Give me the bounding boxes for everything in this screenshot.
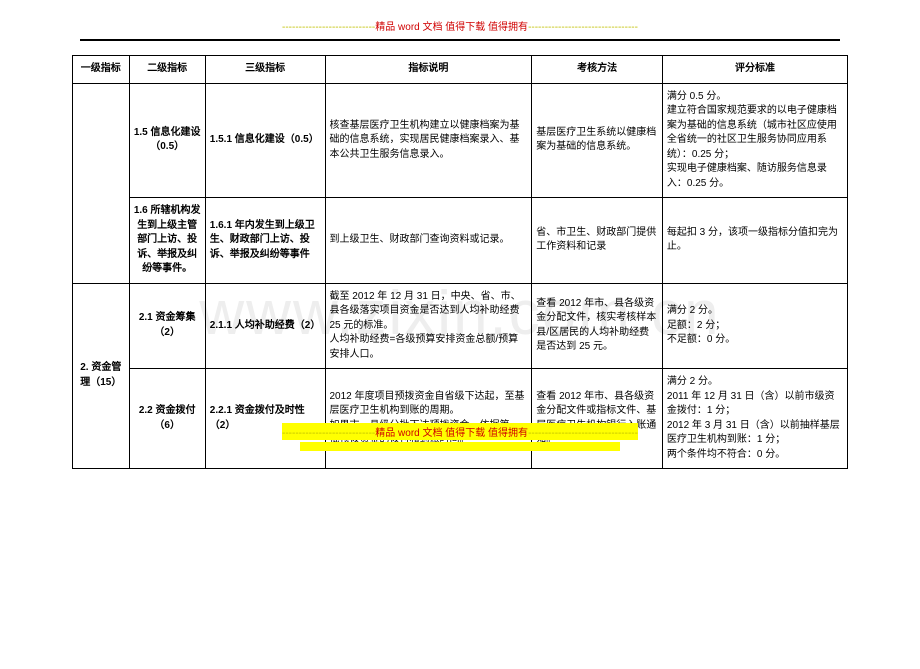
table-row: 1.5 信息化建设（0.5） 1.5.1 信息化建设（0.5） 核查基层医疗卫生… bbox=[73, 83, 848, 198]
col-header-2: 二级指标 bbox=[129, 56, 205, 84]
cell-method: 查看 2012 年市、县各级资金分配文件或指标文件、基层医疗卫生机构银行入账通知… bbox=[532, 369, 663, 469]
table-row: 1.6 所辖机构发生到上级主管部门上访、投诉、举报及纠纷等事件。 1.6.1 年… bbox=[73, 198, 848, 284]
cell-desc: 截至 2012 年 12 月 31 日，中央、省、市、县各级落实项目资金是否达到… bbox=[325, 283, 532, 369]
col-header-3: 三级指标 bbox=[205, 56, 325, 84]
table-header-row: 一级指标 二级指标 三级指标 指标说明 考核方法 评分标准 bbox=[73, 56, 848, 84]
col-header-6: 评分标准 bbox=[662, 56, 847, 84]
table-row: 2.2 资金拨付（6） 2.2.1 资金拨付及时性（2） 2012 年度项目预拨… bbox=[73, 369, 848, 469]
cell-lvl2: 2.1 资金筹集（2） bbox=[129, 283, 205, 369]
footer-text: 精品 word 文档 值得下载 值得拥有 bbox=[375, 428, 528, 439]
cell-lvl2: 1.5 信息化建设（0.5） bbox=[129, 83, 205, 198]
cell-lvl1-blank bbox=[73, 83, 130, 283]
cell-lvl2: 1.6 所辖机构发生到上级主管部门上访、投诉、举报及纠纷等事件。 bbox=[129, 198, 205, 284]
cell-score: 满分 2 分。2011 年 12 月 31 日（含）以前市级资金拨付：1 分；2… bbox=[662, 369, 847, 469]
col-header-1: 一级指标 bbox=[73, 56, 130, 84]
header-dash-right: --------------------------------- bbox=[528, 22, 638, 33]
cell-lvl3: 2.1.1 人均补助经费（2） bbox=[205, 283, 325, 369]
cell-lvl3: 1.6.1 年内发生到上级卫生、财政部门上访、投诉、举报及纠纷等事件 bbox=[205, 198, 325, 284]
header-dash-left: ---------------------------- bbox=[282, 22, 375, 33]
cell-score: 满分 0.5 分。建立符合国家规范要求的以电子健康档案为基础的信息系统（城市社区… bbox=[662, 83, 847, 198]
cell-lvl3: 2.2.1 资金拨付及时性（2） bbox=[205, 369, 325, 469]
cell-lvl3: 1.5.1 信息化建设（0.5） bbox=[205, 83, 325, 198]
col-header-4: 指标说明 bbox=[325, 56, 532, 84]
col-header-5: 考核方法 bbox=[532, 56, 663, 84]
table-row: 2. 资金管理（15） 2.1 资金筹集（2） 2.1.1 人均补助经费（2） … bbox=[73, 283, 848, 369]
cell-desc: 到上级卫生、财政部门查询资料或记录。 bbox=[325, 198, 532, 284]
header-text: 精品 word 文档 值得下载 值得拥有 bbox=[375, 22, 528, 33]
cell-score: 每起扣 3 分，该项一级指标分值扣完为止。 bbox=[662, 198, 847, 284]
footer-dash-right: --------------------------------- bbox=[528, 428, 638, 439]
header-banner: ----------------------------精品 word 文档 值… bbox=[0, 18, 920, 33]
evaluation-table: 一级指标 二级指标 三级指标 指标说明 考核方法 评分标准 1.5 信息化建设（… bbox=[72, 55, 848, 469]
cell-desc: 2012 年度项目预拨资金自省级下达起，至基层医疗卫生机构到账的周期。如果市、县… bbox=[325, 369, 532, 469]
cell-method: 省、市卫生、财政部门提供工作资料和记录 bbox=[532, 198, 663, 284]
footer-banner: ----------------------------精品 word 文档 值… bbox=[0, 423, 920, 451]
footer-dash-left: ---------------------------- bbox=[282, 428, 375, 439]
cell-method: 基层医疗卫生系统以健康档案为基础的信息系统。 bbox=[532, 83, 663, 198]
header-underline bbox=[80, 39, 840, 41]
cell-score: 满分 2 分。足额：2 分；不足额：0 分。 bbox=[662, 283, 847, 369]
cell-method: 查看 2012 年市、县各级资金分配文件，核实考核样本县/区居民的人均补助经费是… bbox=[532, 283, 663, 369]
cell-desc: 核查基层医疗卫生机构建立以健康档案为基础的信息系统，实现居民健康档案录入、基本公… bbox=[325, 83, 532, 198]
footer-highlight bbox=[300, 442, 620, 451]
table-container: 一级指标 二级指标 三级指标 指标说明 考核方法 评分标准 1.5 信息化建设（… bbox=[72, 55, 848, 469]
cell-lvl2: 2.2 资金拨付（6） bbox=[129, 369, 205, 469]
